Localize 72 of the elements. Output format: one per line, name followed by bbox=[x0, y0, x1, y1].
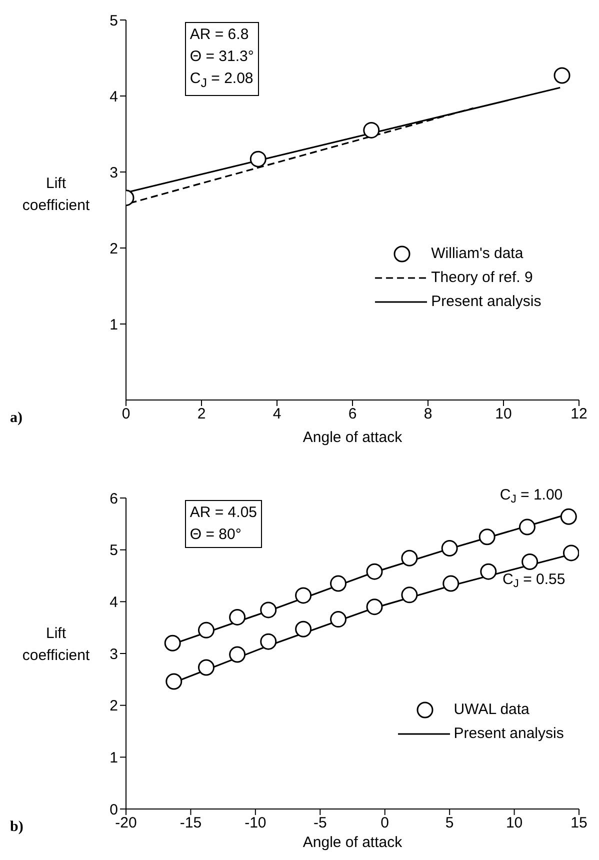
x-tick-label: -20 bbox=[115, 814, 137, 832]
point bbox=[478, 528, 496, 546]
y-axis-title: Lift coefficient bbox=[21, 174, 91, 216]
point bbox=[295, 620, 312, 638]
y-tick-label: 5 bbox=[110, 542, 118, 560]
legend-label: Theory of ref. 9 bbox=[431, 268, 533, 288]
point bbox=[330, 611, 347, 628]
annotation: C$_{J}$ = 2.08 bbox=[190, 69, 254, 92]
point bbox=[366, 563, 383, 580]
point bbox=[295, 587, 312, 604]
x-tick-label: -5 bbox=[313, 814, 327, 832]
point bbox=[164, 634, 181, 652]
x-tick-label: 0 bbox=[380, 814, 390, 832]
point bbox=[441, 540, 458, 557]
x-tick-label: 12 bbox=[570, 406, 588, 423]
y-tick-label: 2 bbox=[110, 698, 118, 715]
y-tick-label: 1 bbox=[110, 749, 118, 766]
point bbox=[554, 67, 570, 84]
point bbox=[560, 508, 577, 525]
point bbox=[518, 518, 536, 536]
point bbox=[250, 150, 266, 168]
point bbox=[401, 550, 418, 566]
legend-label: William's data bbox=[431, 244, 524, 264]
x-tick-label: 8 bbox=[424, 406, 432, 423]
y-tick-label: 4 bbox=[110, 594, 118, 611]
annotation: C$_{J}$ = 1.00 bbox=[500, 486, 563, 506]
x-tick-label: 6 bbox=[348, 406, 357, 423]
legend-label: UWAL data bbox=[454, 700, 530, 720]
point bbox=[401, 586, 418, 604]
x-axis-title: Angle of attack bbox=[302, 429, 403, 446]
point bbox=[229, 608, 246, 626]
point bbox=[363, 122, 380, 138]
y-tick-label: 0 bbox=[110, 801, 118, 818]
y-axis-title: Lift coefficient bbox=[21, 624, 91, 666]
point bbox=[480, 563, 497, 580]
x-axis-title: Angle of attack bbox=[302, 834, 403, 851]
x-tick-label: 10 bbox=[495, 406, 512, 423]
point bbox=[198, 622, 214, 638]
point bbox=[442, 575, 460, 592]
legend-label: Present analysis bbox=[454, 724, 564, 744]
x-tick-label: 4 bbox=[272, 406, 282, 423]
x-tick-label: -15 bbox=[180, 814, 202, 832]
x-tick-label: 15 bbox=[570, 814, 588, 832]
y-tick-label: 3 bbox=[110, 164, 118, 182]
annotation: C$_{J}$ = 0.55 bbox=[502, 570, 566, 590]
point bbox=[260, 633, 277, 650]
y-tick-label: 3 bbox=[110, 646, 118, 663]
x-tick-label: 5 bbox=[445, 814, 454, 832]
y-tick-label: 2 bbox=[110, 240, 118, 258]
point bbox=[198, 659, 214, 676]
annotation: Θ = 80° bbox=[190, 525, 242, 545]
y-tick-label: 5 bbox=[110, 12, 118, 30]
point bbox=[366, 598, 383, 616]
point bbox=[260, 602, 277, 618]
annotation: AR = 4.05 bbox=[190, 503, 258, 523]
point bbox=[229, 646, 246, 663]
annotation: AR = 6.8 bbox=[190, 25, 250, 45]
text: a) bbox=[10, 410, 22, 427]
legend-label: Present analysis bbox=[431, 292, 542, 312]
point bbox=[562, 544, 579, 562]
y-tick-label: 4 bbox=[110, 88, 118, 106]
text: b) bbox=[10, 819, 24, 836]
point bbox=[330, 575, 347, 592]
x-tick-label: 10 bbox=[506, 814, 523, 832]
y-tick-label: 1 bbox=[110, 316, 118, 334]
x-tick-label: 2 bbox=[197, 406, 206, 423]
x-tick-label: 0 bbox=[122, 406, 130, 423]
point bbox=[166, 673, 182, 690]
point bbox=[522, 554, 538, 570]
annotation: Θ = 31.3° bbox=[190, 47, 254, 67]
y-tick-label: 6 bbox=[110, 490, 118, 508]
x-tick-label: -10 bbox=[244, 814, 266, 832]
